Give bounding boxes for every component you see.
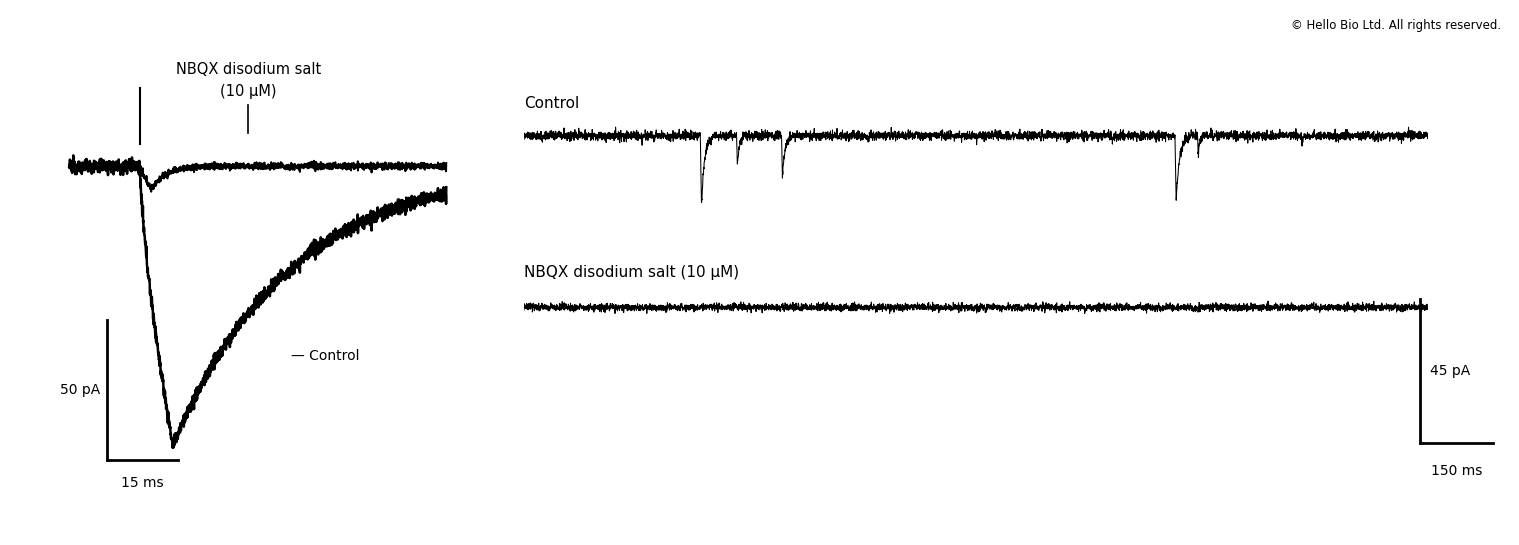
Text: NBQX disodium salt (10 μM): NBQX disodium salt (10 μM) [524,265,740,280]
Text: 50 pA: 50 pA [59,383,100,397]
Text: (10 μM): (10 μM) [220,84,276,99]
Text: Control: Control [524,95,579,111]
Text: 45 pA: 45 pA [1429,364,1470,378]
Text: NBQX disodium salt: NBQX disodium salt [176,62,321,77]
Text: — Control: — Control [290,349,358,363]
Text: © Hello Bio Ltd. All rights reserved.: © Hello Bio Ltd. All rights reserved. [1291,19,1501,32]
Text: 150 ms: 150 ms [1431,464,1483,479]
Text: 15 ms: 15 ms [122,476,164,490]
